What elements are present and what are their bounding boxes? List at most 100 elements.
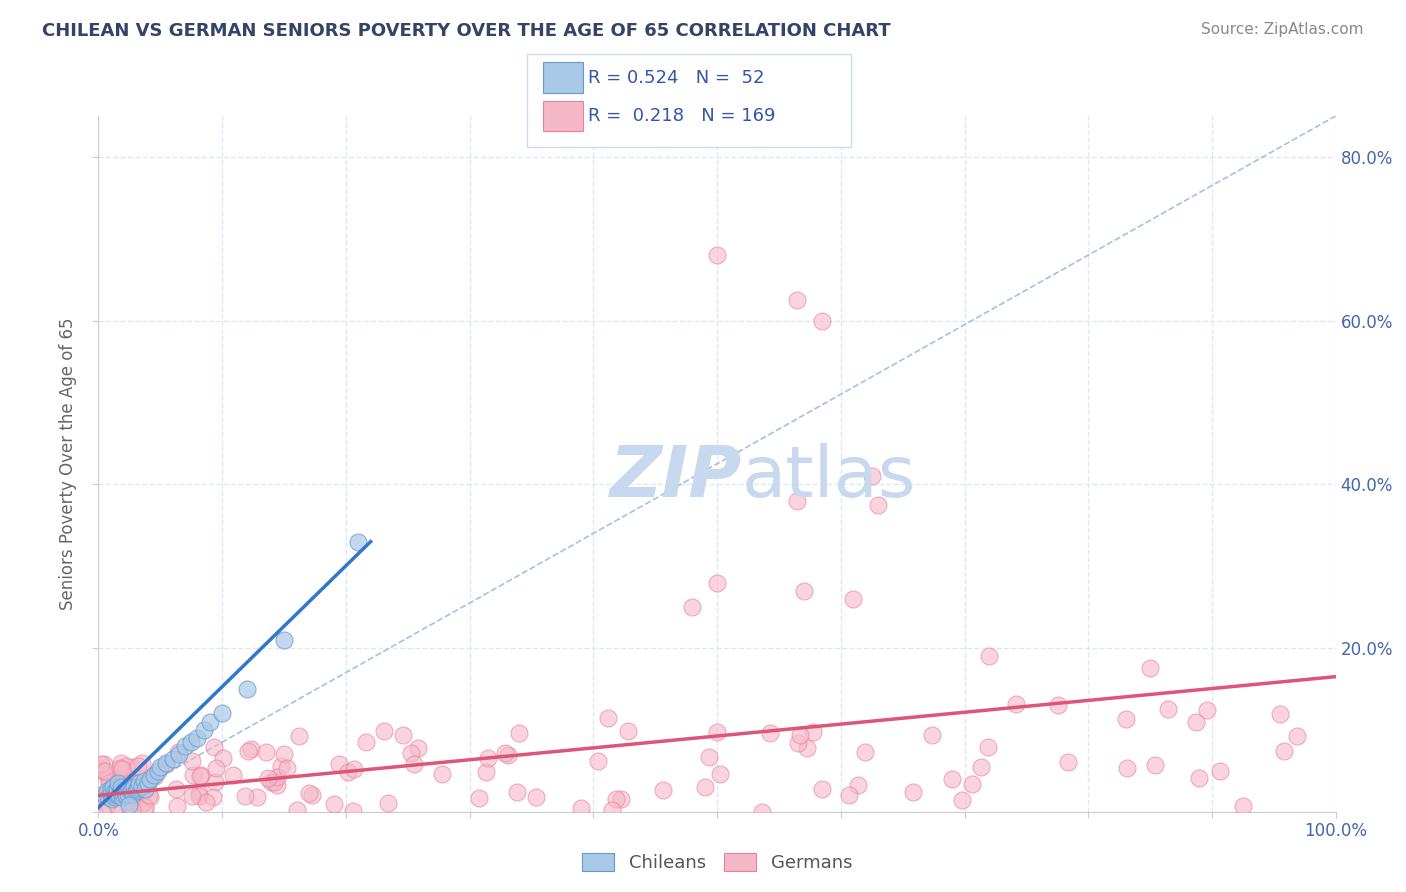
Point (236, 744, 259, 758)
Point (697, 750, 720, 764)
Point (115, 759, 138, 773)
Point (494, 746, 516, 760)
Point (103, 789, 125, 804)
Point (263, 775, 285, 789)
Point (842, 591, 865, 606)
Point (921, 728, 943, 742)
Point (155, 756, 177, 770)
Point (127, 774, 149, 789)
Point (236, 681, 259, 696)
Point (270, 758, 292, 772)
Point (128, 776, 150, 790)
Point (239, 742, 262, 756)
Point (139, 790, 162, 805)
Point (104, 776, 127, 790)
Point (866, 498, 889, 512)
Text: Source: ZipAtlas.com: Source: ZipAtlas.com (1201, 22, 1364, 37)
Point (506, 785, 529, 799)
Point (127, 759, 149, 773)
Point (104, 772, 127, 787)
Point (112, 787, 135, 801)
Text: atlas: atlas (742, 443, 917, 512)
Point (115, 785, 138, 799)
Point (1046, 698, 1069, 713)
Point (114, 776, 136, 790)
Point (187, 789, 209, 803)
Point (1209, 764, 1232, 778)
Point (786, 293, 808, 307)
Point (301, 788, 323, 802)
Point (187, 786, 209, 800)
Point (202, 739, 225, 754)
Point (190, 768, 212, 782)
Point (122, 787, 145, 801)
Point (124, 789, 146, 804)
Point (404, 757, 426, 772)
Point (430, 766, 453, 780)
Point (970, 759, 993, 773)
Point (681, 600, 703, 615)
Point (706, 575, 728, 590)
Point (285, 803, 308, 817)
Point (205, 761, 228, 775)
Point (96, 797, 118, 812)
Point (131, 756, 153, 770)
Point (134, 801, 156, 815)
Point (167, 747, 190, 762)
Point (131, 779, 153, 793)
Point (786, 493, 808, 508)
Point (1157, 702, 1180, 716)
Point (125, 781, 148, 796)
Point (569, 801, 592, 815)
Point (105, 797, 128, 812)
Point (134, 781, 156, 796)
Point (751, 805, 773, 819)
Point (1144, 758, 1167, 772)
Point (112, 784, 135, 798)
Point (180, 735, 202, 749)
Point (94, 764, 117, 778)
Point (811, 313, 834, 327)
Point (110, 780, 132, 794)
Point (194, 795, 217, 809)
Point (467, 790, 489, 805)
Point (860, 469, 883, 483)
Point (121, 794, 143, 808)
Point (1188, 771, 1211, 785)
Point (124, 784, 146, 798)
Point (1004, 697, 1026, 711)
Point (838, 788, 860, 802)
Point (111, 762, 134, 776)
Point (617, 723, 640, 738)
Point (406, 741, 429, 756)
Point (110, 784, 132, 798)
Point (131, 796, 153, 810)
Point (149, 760, 172, 774)
Point (166, 799, 188, 814)
Point (256, 772, 278, 786)
Point (134, 773, 156, 788)
Point (254, 745, 277, 759)
Point (134, 778, 156, 792)
Point (188, 769, 211, 783)
Point (204, 774, 226, 789)
Point (118, 798, 141, 813)
Text: ZIP: ZIP (610, 443, 742, 512)
Point (121, 760, 143, 774)
Point (979, 649, 1001, 664)
Point (273, 632, 295, 647)
Text: R = 0.524   N =  52: R = 0.524 N = 52 (588, 69, 765, 87)
Point (475, 764, 498, 779)
Point (155, 756, 177, 771)
Point (233, 789, 256, 803)
Point (97, 768, 120, 782)
Point (903, 785, 925, 799)
Point (180, 755, 202, 769)
Point (117, 787, 139, 801)
Point (328, 756, 350, 771)
Point (110, 761, 132, 775)
Point (260, 775, 283, 789)
Point (114, 789, 136, 803)
Point (1139, 661, 1161, 675)
Text: CHILEAN VS GERMAN SENIORS POVERTY OVER THE AGE OF 65 CORRELATION CHART: CHILEAN VS GERMAN SENIORS POVERTY OVER T… (42, 22, 891, 40)
